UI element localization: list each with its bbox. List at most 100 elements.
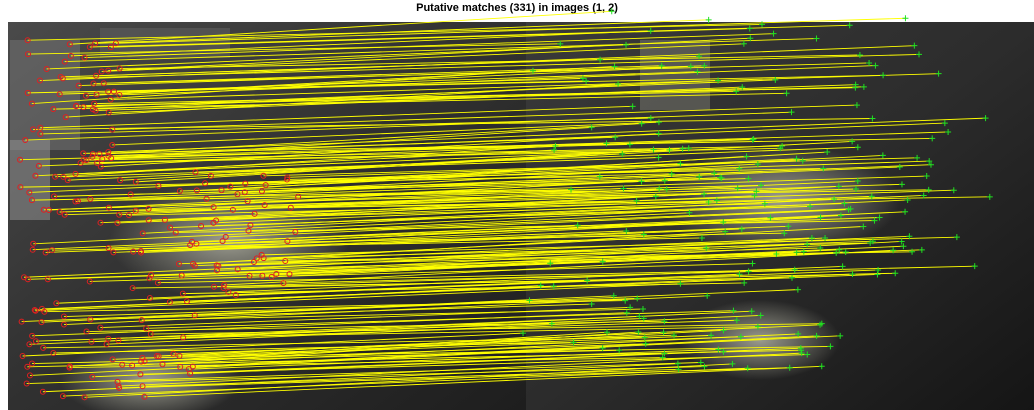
match-line xyxy=(84,363,733,398)
keypoint-2 xyxy=(650,146,657,153)
keypoint-1 xyxy=(32,172,39,179)
match-line xyxy=(40,105,633,129)
match-line xyxy=(117,366,705,383)
keypoint-2 xyxy=(623,228,630,235)
keypoint-2 xyxy=(705,16,712,23)
keypoint-2 xyxy=(520,330,527,337)
keypoint-2 xyxy=(749,136,756,143)
keypoint-1 xyxy=(234,266,241,273)
keypoint-1 xyxy=(40,206,47,213)
keypoint-1 xyxy=(57,73,64,80)
keypoint-1 xyxy=(97,324,104,331)
keypoint-2 xyxy=(599,344,606,351)
match-line xyxy=(295,208,851,233)
keypoint-1 xyxy=(119,361,126,368)
keypoint-1 xyxy=(284,238,291,245)
keypoint-2 xyxy=(804,351,811,358)
keypoint-1 xyxy=(203,195,210,202)
keypoint-2 xyxy=(945,128,952,135)
keypoint-2 xyxy=(720,348,727,355)
match-line xyxy=(26,362,701,385)
keypoint-1 xyxy=(139,383,146,390)
keypoint-2 xyxy=(548,320,555,327)
keypoint-2 xyxy=(622,297,629,304)
keypoint-2 xyxy=(603,329,610,336)
keypoint-2 xyxy=(661,350,668,357)
keypoint-2 xyxy=(701,191,708,198)
keypoint-2 xyxy=(640,231,647,238)
keypoint-1 xyxy=(187,242,194,249)
match-line xyxy=(192,335,841,368)
match-line xyxy=(54,180,642,197)
keypoint-2 xyxy=(817,214,824,221)
match-line xyxy=(162,333,799,365)
keypoint-1 xyxy=(187,370,194,377)
keypoint-1 xyxy=(105,335,112,342)
keypoint-1 xyxy=(145,205,152,212)
keypoint-1 xyxy=(89,151,96,158)
keypoint-2 xyxy=(722,228,729,235)
match-line xyxy=(158,173,672,187)
keypoint-1 xyxy=(29,360,36,367)
keypoint-1 xyxy=(221,281,228,288)
keypoint-2 xyxy=(833,249,840,256)
keypoint-2 xyxy=(849,271,856,278)
keypoint-2 xyxy=(738,225,745,232)
keypoint-2 xyxy=(733,317,740,324)
keypoint-2 xyxy=(640,315,647,322)
keypoint-1 xyxy=(245,227,252,234)
keypoint-1 xyxy=(170,350,177,357)
match-line xyxy=(245,160,930,185)
keypoint-2 xyxy=(799,157,806,164)
keypoint-2 xyxy=(898,181,905,188)
keypoint-2 xyxy=(629,103,636,110)
keypoint-2 xyxy=(890,247,897,254)
match-line xyxy=(140,216,821,252)
keypoint-2 xyxy=(647,115,654,122)
keypoint-1 xyxy=(176,187,183,194)
match-line xyxy=(64,38,817,63)
keypoint-2 xyxy=(747,35,754,42)
match-line xyxy=(33,212,690,245)
keypoint-2 xyxy=(656,185,663,192)
keypoint-1 xyxy=(114,219,121,226)
keypoint-2 xyxy=(717,174,724,181)
keypoint-2 xyxy=(674,360,681,367)
match-line xyxy=(34,285,541,311)
keypoint-1 xyxy=(259,272,266,279)
match-line xyxy=(108,315,640,340)
keypoint-2 xyxy=(616,347,623,354)
keypoint-1 xyxy=(92,107,99,114)
keypoint-1 xyxy=(132,178,139,185)
keypoint-1 xyxy=(83,157,90,164)
keypoint-2 xyxy=(914,154,921,161)
match-line xyxy=(250,195,924,226)
keypoint-1 xyxy=(97,163,104,170)
match-line xyxy=(53,92,787,110)
keypoint-1 xyxy=(50,349,57,356)
keypoint-2 xyxy=(772,76,779,83)
keypoint-2 xyxy=(879,152,886,159)
keypoint-2 xyxy=(745,268,752,275)
keypoint-1 xyxy=(229,206,236,213)
keypoint-2 xyxy=(703,245,710,252)
keypoint-1 xyxy=(36,77,43,84)
keypoint-2 xyxy=(798,350,805,357)
keypoint-2 xyxy=(868,193,875,200)
keypoint-1 xyxy=(213,217,220,224)
keypoint-2 xyxy=(615,81,622,88)
keypoint-1 xyxy=(175,260,182,267)
keypoint-1 xyxy=(30,126,37,133)
match-line xyxy=(133,234,644,253)
keypoint-1 xyxy=(77,159,84,166)
keypoint-1 xyxy=(80,150,87,157)
keypoint-1 xyxy=(191,312,198,319)
keypoint-1 xyxy=(258,251,265,258)
keypoint-2 xyxy=(655,119,662,126)
keypoint-2 xyxy=(638,120,645,127)
keypoint-1 xyxy=(193,187,200,194)
keypoint-1 xyxy=(90,80,97,87)
keypoint-1 xyxy=(282,257,289,264)
keypoint-1 xyxy=(143,325,150,332)
